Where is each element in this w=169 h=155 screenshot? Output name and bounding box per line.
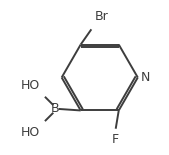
Text: HO: HO [20, 79, 40, 92]
Text: B: B [51, 102, 59, 115]
Text: HO: HO [20, 126, 40, 139]
Text: N: N [141, 71, 151, 84]
Text: Br: Br [94, 10, 108, 23]
Text: F: F [112, 133, 119, 146]
